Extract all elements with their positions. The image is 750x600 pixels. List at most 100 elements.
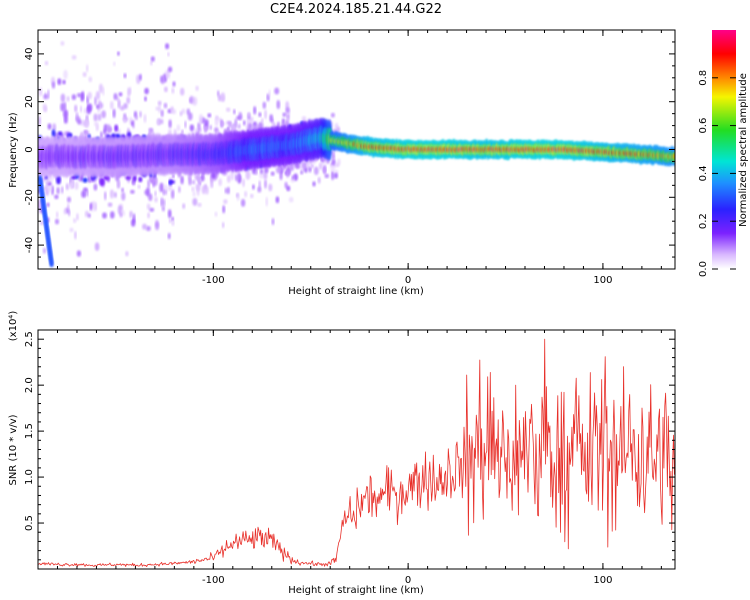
spectrogram-noise-cell xyxy=(250,193,254,199)
spectrogram-noise-cell xyxy=(74,181,79,190)
spectrogram-noise-cell xyxy=(171,87,175,94)
spectrogram-noise-cell xyxy=(114,124,119,132)
spectrogram-noise-cell xyxy=(71,55,77,60)
snr-data-point xyxy=(252,539,253,540)
spectrogram-noise-cell xyxy=(112,108,116,119)
spectrogram-noise-cell xyxy=(96,104,99,109)
spectrogram-noise-cell xyxy=(149,207,155,212)
spectrogram-noise-cell xyxy=(154,190,157,197)
spectrogram-noise-cell xyxy=(258,180,261,190)
spectrogram-noise-cell xyxy=(243,120,246,126)
spectrogram-noise-cell xyxy=(284,120,290,126)
spectrogram-noise-cell xyxy=(76,250,81,257)
spectrogram-noise-cell xyxy=(74,104,78,113)
spectrogram-noise-cell xyxy=(184,120,187,129)
spectrogram-noise-cell xyxy=(103,128,107,135)
spectrogram-noise-cell xyxy=(333,172,338,179)
spectrogram-noise-cell xyxy=(77,93,82,98)
spectrogram-noise-cell xyxy=(198,113,204,124)
spectrogram-noise-cell xyxy=(295,162,300,169)
snr-data-point xyxy=(96,565,97,566)
spectrogram-noise-cell xyxy=(180,175,184,185)
spectrogram-x-tick-label: 100 xyxy=(593,275,612,286)
spectrogram-noise-cell xyxy=(308,167,312,173)
spectrogram-noise-cell xyxy=(57,78,62,86)
spectrogram-noise-cell xyxy=(261,118,264,124)
spectrogram-noise-cell xyxy=(118,92,123,97)
colorbar-tick-label: 0.6 xyxy=(698,118,709,134)
spectrogram-noise-cell xyxy=(87,91,92,100)
spectrogram-noise-cell xyxy=(268,183,273,192)
spectrogram-noise-cell xyxy=(181,129,184,135)
spectrogram-noise-cell xyxy=(137,184,141,189)
spectrogram-noise-cell xyxy=(204,128,207,133)
snr-frame xyxy=(37,329,676,570)
spectrogram-noise-cell xyxy=(302,162,308,169)
spectrogram-noise-cell xyxy=(41,176,45,183)
spectrogram-noise-cell xyxy=(154,196,158,203)
spectrogram-noise-cell xyxy=(171,220,175,226)
spectrogram-noise-cell xyxy=(223,199,228,205)
snr-data-point xyxy=(485,449,486,450)
spectrogram-noise-cell xyxy=(313,166,319,176)
spectrogram-noise-cell xyxy=(150,56,155,62)
spectrogram-noise-cell xyxy=(165,43,170,50)
spectrogram-noise-cell xyxy=(51,185,54,196)
spectrogram-noise-cell xyxy=(63,208,67,215)
spectrogram-noise-cell xyxy=(237,173,241,181)
snr-data-point xyxy=(447,472,448,473)
spectrogram-noise-cell xyxy=(56,175,61,185)
spectrogram-noise-cell xyxy=(217,94,222,102)
spectrogram-noise-cell xyxy=(160,109,164,118)
snr-x-label: Height of straight line (km) xyxy=(288,585,424,596)
spectrogram-noise-cell xyxy=(88,76,93,83)
spectrogram-y-label: Frequency (Hz) xyxy=(8,112,19,188)
spectrogram-noise-cell xyxy=(110,189,114,199)
spectrogram-noise-cell xyxy=(146,225,151,232)
spectrogram-noise-cell xyxy=(306,160,310,170)
spectrogram-noise-cell xyxy=(176,124,181,132)
snr-data-point xyxy=(544,449,545,450)
spectrogram-noise-cell xyxy=(94,96,97,106)
spectrogram-noise-cell xyxy=(226,107,231,112)
spectrogram-noise-cell xyxy=(81,190,86,198)
snr-y-label: SNR (10 * v/v) xyxy=(8,414,19,485)
spectrogram-noise-cell xyxy=(89,202,92,211)
spectrogram-noise-cell xyxy=(237,123,241,129)
spectrogram-noise-cell xyxy=(127,87,131,97)
spectrogram-noise-cell xyxy=(42,103,47,112)
spectrogram-noise-cell xyxy=(269,114,274,123)
spectrogram-noise-cell xyxy=(169,218,172,224)
spectrogram-noise-cell xyxy=(155,106,160,111)
spectrogram-noise-cell xyxy=(214,117,219,127)
snr-data-point xyxy=(515,449,516,450)
snr-data-point xyxy=(671,467,672,468)
spectrogram-noise-cell xyxy=(52,123,56,131)
spectrogram-noise-cell xyxy=(236,193,240,201)
spectrogram-noise-cell xyxy=(43,93,49,100)
spectrogram-noise-cell xyxy=(194,174,199,181)
spectrogram-noise-cell xyxy=(130,189,135,194)
spectrogram-noise-cell xyxy=(84,118,89,129)
spectrogram-noise-cell xyxy=(121,191,126,201)
spectrogram-noise-cell xyxy=(264,109,267,120)
snr-x-tick-label: 0 xyxy=(405,575,411,586)
snr-data-point xyxy=(573,449,574,450)
spectrogram-noise-cell xyxy=(300,170,304,175)
spectrogram-noise-cell xyxy=(157,100,162,106)
spectrogram-noise-cell xyxy=(119,212,123,218)
spectrogram-noise-cell xyxy=(68,209,71,217)
snr-data-point xyxy=(563,463,564,464)
spectrogram-noise-cell xyxy=(187,112,193,121)
spectrogram-noise-cell xyxy=(331,170,334,181)
spectrogram-y-tick-label: 0 xyxy=(24,146,35,152)
spectrogram-noise-cell xyxy=(52,81,55,89)
spectrogram-noise-cell xyxy=(304,167,308,173)
spectrogram-noise-cell xyxy=(324,173,330,179)
spectrogram-noise-cell xyxy=(95,90,100,100)
spectrogram-noise-cell xyxy=(82,72,87,77)
spectrogram-noise-cell xyxy=(262,101,266,110)
spectrogram-noise-cell xyxy=(227,174,231,183)
spectrogram-noise-cell xyxy=(71,175,77,180)
chart-title: C2E4.2024.185.21.44.G22 xyxy=(269,2,443,17)
